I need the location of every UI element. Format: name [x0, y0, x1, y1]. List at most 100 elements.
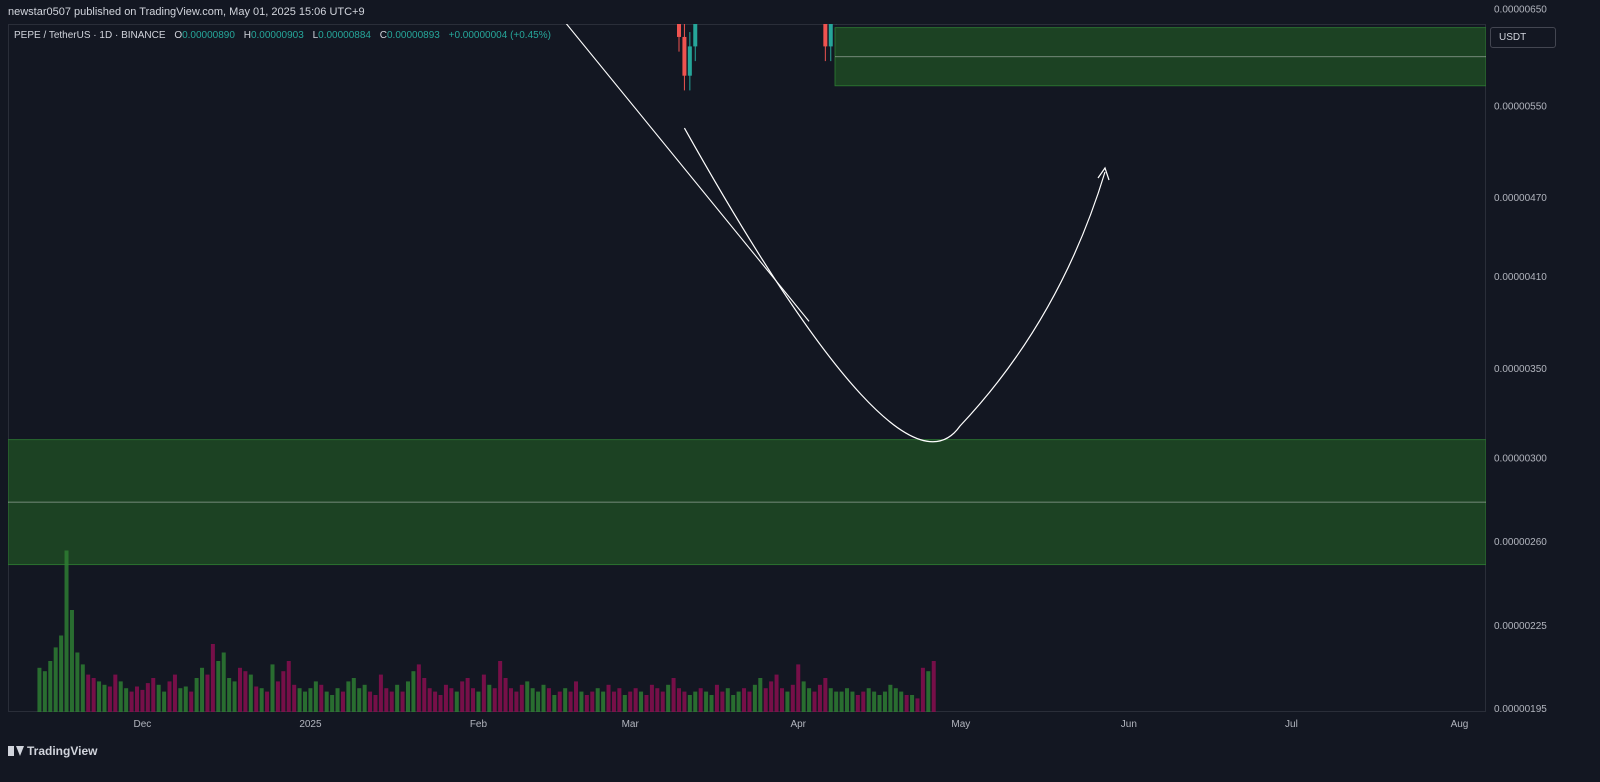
volume-bar — [64, 550, 69, 712]
tradingview-logo[interactable]: TradingView — [8, 744, 97, 758]
volume-bar — [492, 688, 497, 712]
volume-bar — [779, 688, 784, 712]
volume-bar — [124, 688, 129, 712]
volume-bar — [481, 674, 486, 712]
volume-bar — [731, 695, 736, 712]
volume-bar — [297, 688, 302, 712]
x-tick-label: Jul — [1285, 719, 1298, 730]
volume-bar — [877, 695, 882, 712]
volume-bar — [319, 684, 324, 712]
volume-bar — [882, 691, 887, 712]
volume-bar — [747, 691, 752, 712]
volume-bar — [351, 678, 356, 712]
y-tick-label: 0.00000300 — [1494, 454, 1547, 465]
candle-body — [693, 24, 698, 47]
volume-bar — [714, 684, 719, 712]
volume-bar — [221, 652, 226, 712]
volume-bar — [37, 667, 42, 712]
volume-bar — [340, 691, 345, 712]
close-value: 0.00000893 — [387, 30, 440, 41]
volume-bar — [135, 686, 139, 712]
volume-bar — [541, 684, 546, 712]
volume-bar — [693, 691, 698, 712]
volume-bar — [628, 691, 633, 712]
volume-bar — [422, 678, 427, 712]
volume-bar — [552, 695, 557, 712]
volume-bar — [243, 671, 248, 712]
volume-bar — [736, 691, 741, 712]
volume-bar — [281, 671, 286, 712]
channel-upper — [202, 0, 917, 1]
volume-bar — [389, 691, 394, 712]
volume-bar — [346, 681, 351, 712]
volume-bar — [660, 691, 665, 712]
volume-bar — [384, 688, 389, 712]
symbol-title[interactable]: PEPE / TetherUS · 1D · BINANCE — [14, 30, 166, 41]
volume-bar — [828, 688, 833, 712]
volume-bar — [893, 688, 898, 712]
volume-bar — [48, 661, 53, 712]
y-tick-label: 0.00000350 — [1494, 364, 1547, 375]
volume-bar — [574, 681, 579, 712]
volume-bar — [709, 695, 714, 712]
volume-bar — [682, 691, 687, 712]
low-value: 0.00000884 — [318, 30, 371, 41]
volume-bar — [42, 671, 47, 712]
x-tick-label: Aug — [1451, 719, 1469, 730]
projection-arrowhead — [1097, 166, 1110, 181]
volume-bar — [75, 652, 80, 712]
volume-bar — [205, 674, 210, 712]
volume-bar — [633, 688, 638, 712]
currency-button[interactable]: USDT — [1490, 27, 1556, 48]
volume-bar — [639, 691, 644, 712]
volume-bar — [649, 684, 654, 712]
plot-area — [8, 0, 1486, 712]
y-tick-label: 0.00000550 — [1494, 102, 1547, 113]
volume-bar — [584, 695, 589, 712]
volume-bar — [189, 691, 194, 712]
volume-bar — [888, 684, 893, 712]
x-tick-label: Mar — [622, 719, 640, 730]
x-tick-label: Feb — [470, 719, 488, 730]
volume-bar — [308, 688, 313, 712]
volume-bar — [519, 684, 524, 712]
ohlc-legend: PEPE / TetherUS · 1D · BINANCE O 0.000008… — [14, 30, 551, 41]
x-tick-label: Jun — [1121, 719, 1137, 730]
volume-bar — [861, 691, 866, 712]
volume-bar — [655, 688, 660, 712]
chart-frame[interactable] — [8, 24, 1486, 712]
volume-bar — [666, 684, 671, 712]
volume-bar — [313, 681, 318, 712]
volume-bar — [91, 678, 96, 712]
volume-bar — [557, 691, 562, 712]
y-tick-label: 0.00000195 — [1494, 704, 1547, 715]
volume-bar — [530, 688, 535, 712]
volume-bar — [622, 695, 627, 712]
volume-bar — [606, 684, 611, 712]
volume-bar — [378, 674, 383, 712]
volume-bar — [785, 691, 790, 712]
volume-bar — [834, 691, 839, 712]
volume-bar — [140, 689, 145, 712]
volume-bar — [845, 688, 850, 712]
volume-bar — [763, 688, 768, 712]
volume-bar — [162, 691, 167, 712]
volume-bar — [758, 678, 763, 712]
volume-bar — [69, 610, 74, 712]
volume-bar — [769, 681, 774, 712]
volume-bar — [812, 691, 817, 712]
volume-bar — [406, 681, 410, 712]
candle-body — [823, 24, 828, 47]
volume-bar — [926, 671, 931, 712]
open-label: O — [174, 30, 183, 41]
volume-bar — [53, 647, 58, 712]
volume-bar — [113, 674, 118, 712]
volume-bar — [156, 684, 161, 712]
volume-bar — [178, 688, 183, 712]
volume-bar — [579, 691, 584, 712]
volume-bar — [725, 688, 730, 712]
channel-lower — [565, 24, 810, 322]
volume-bar — [183, 686, 188, 712]
volume-bar — [86, 674, 91, 712]
